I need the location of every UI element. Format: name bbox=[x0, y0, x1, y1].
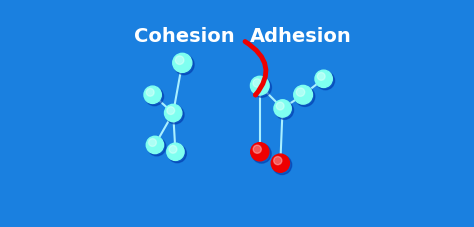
Circle shape bbox=[173, 54, 192, 73]
Circle shape bbox=[146, 137, 164, 154]
Circle shape bbox=[167, 107, 174, 115]
Circle shape bbox=[169, 146, 177, 153]
Circle shape bbox=[315, 71, 332, 88]
Circle shape bbox=[166, 106, 184, 124]
Circle shape bbox=[168, 145, 186, 163]
Circle shape bbox=[144, 87, 161, 104]
Circle shape bbox=[167, 143, 184, 161]
Circle shape bbox=[273, 157, 282, 165]
Circle shape bbox=[271, 154, 290, 173]
Circle shape bbox=[250, 77, 269, 96]
Circle shape bbox=[252, 78, 272, 98]
Circle shape bbox=[253, 146, 261, 154]
Circle shape bbox=[294, 86, 312, 105]
Circle shape bbox=[296, 89, 305, 97]
Circle shape bbox=[175, 57, 184, 65]
Circle shape bbox=[252, 144, 271, 163]
Circle shape bbox=[317, 73, 325, 81]
Circle shape bbox=[295, 87, 315, 107]
Circle shape bbox=[273, 156, 292, 175]
Circle shape bbox=[275, 102, 293, 120]
Circle shape bbox=[274, 100, 291, 118]
Circle shape bbox=[251, 143, 269, 161]
Circle shape bbox=[148, 139, 156, 147]
Text: Cohesion: Cohesion bbox=[135, 27, 235, 46]
Circle shape bbox=[276, 103, 284, 110]
FancyArrowPatch shape bbox=[245, 42, 266, 96]
Circle shape bbox=[146, 89, 154, 97]
Circle shape bbox=[146, 88, 164, 106]
Circle shape bbox=[253, 79, 261, 88]
Text: Adhesion: Adhesion bbox=[249, 27, 351, 46]
Circle shape bbox=[174, 55, 194, 75]
Circle shape bbox=[316, 72, 335, 90]
Circle shape bbox=[164, 105, 182, 122]
Circle shape bbox=[147, 138, 166, 156]
